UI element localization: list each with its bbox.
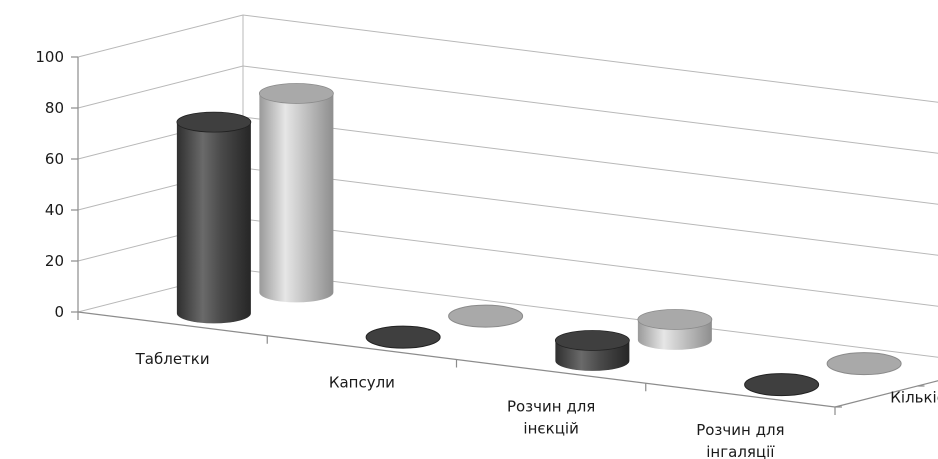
bar-front xyxy=(176,111,252,324)
bar-front xyxy=(365,325,441,349)
y-tick-label: 100 xyxy=(35,48,64,66)
y-tick-label: 80 xyxy=(45,99,64,117)
gridline-100 xyxy=(77,14,938,103)
series-front-cylinders xyxy=(176,111,820,397)
axes xyxy=(71,56,938,415)
bar-front xyxy=(744,373,820,397)
category-label: Розчин для інгаляції xyxy=(696,421,784,459)
bar-back xyxy=(258,83,334,303)
bar-back xyxy=(448,304,524,328)
y-tick-label: 60 xyxy=(45,150,64,168)
bar-back xyxy=(637,309,713,350)
axis-labels: 0 20 40 60 80 100 Таблетки Капсули Розчин для інє… xyxy=(35,48,938,459)
bar-front xyxy=(554,330,630,371)
y-tick-label: 0 xyxy=(54,303,64,321)
y-tick-label: 40 xyxy=(45,201,64,219)
category-label: Капсули xyxy=(329,374,395,392)
series-label: Кількість xyxy=(890,389,938,407)
category-label: Розчин для інєкцій xyxy=(507,397,595,437)
bar-back xyxy=(826,352,902,376)
series-back-cylinders xyxy=(258,83,902,376)
y-tick-label: 20 xyxy=(45,252,64,270)
category-label: Таблетки xyxy=(135,350,210,368)
